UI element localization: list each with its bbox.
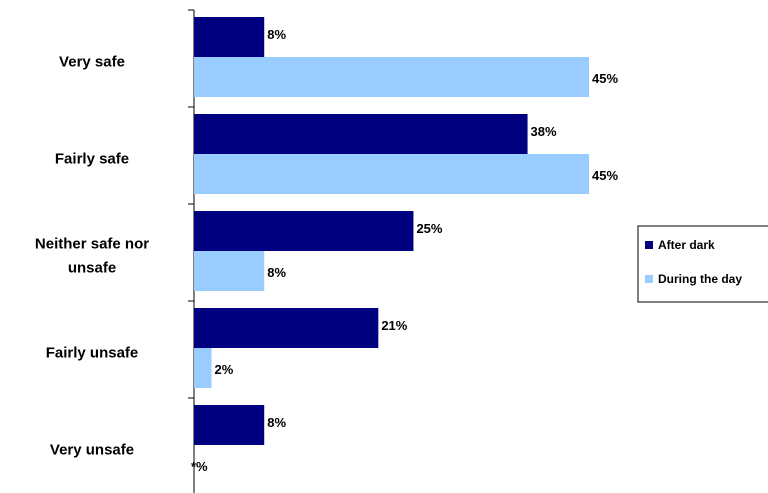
bar-during-the-day-fairly-unsafe [194,348,212,388]
bar-during-the-day-fairly-safe [194,154,589,194]
category-label-fairly-safe: Fairly safe [55,151,129,168]
legend-box [637,225,768,303]
bar-after-dark-fairly-safe [194,114,528,154]
value-label-after-dark-fairly-safe: 38% [531,124,557,139]
value-label-after-dark-fairly-unsafe: 21% [381,318,407,333]
category-label-neither-safe-nor-unsafe-line-1: Neither safe nor [35,236,149,253]
bar-after-dark-very-safe [194,17,265,57]
bar-after-dark-neither-safe-nor-unsafe [194,211,414,251]
bar-after-dark-fairly-unsafe [194,308,379,348]
legend-swatch-during-the-day [645,275,653,283]
value-label-during-the-day-fairly-safe: 45% [592,168,618,183]
category-label-neither-safe-nor-unsafe-line-2: unsafe [68,260,116,277]
chart-axis [188,9,195,493]
category-labels: Very safe Fairly safe Neither safe nor unsa… [35,54,149,459]
bar-during-the-day-neither-safe-nor-unsafe [194,251,265,291]
value-label-after-dark-neither-safe-nor-unsafe: 25% [416,221,442,236]
legend-label-during-the-day: During the day [658,272,742,286]
bar-during-the-day-very-safe [194,57,589,97]
value-label-after-dark-very-safe: 8% [267,27,286,42]
legend-label-after-dark: After dark [658,238,715,252]
value-label-during-the-day-very-unsafe: *% [191,459,208,474]
value-label-during-the-day-neither-safe-nor-unsafe: 8% [267,265,286,280]
value-label-during-the-day-very-safe: 45% [592,71,618,86]
category-label-very-safe: Very safe [59,54,125,71]
category-label-very-unsafe: Very unsafe [50,442,134,459]
value-label-after-dark-very-unsafe: 8% [267,415,286,430]
value-labels: 8% 45% 38% 45% 25% 8% 21% 2% 8% *% [191,27,618,474]
legend-swatch-after-dark [645,241,653,249]
category-label-fairly-unsafe: Fairly unsafe [46,345,139,362]
legend: After dark During the day [637,225,768,303]
bars [194,17,589,445]
value-label-during-the-day-fairly-unsafe: 2% [215,362,234,377]
bar-after-dark-very-unsafe [194,405,265,445]
